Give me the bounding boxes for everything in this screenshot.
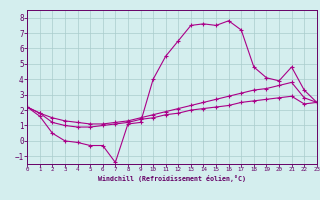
X-axis label: Windchill (Refroidissement éolien,°C): Windchill (Refroidissement éolien,°C)	[98, 175, 246, 182]
